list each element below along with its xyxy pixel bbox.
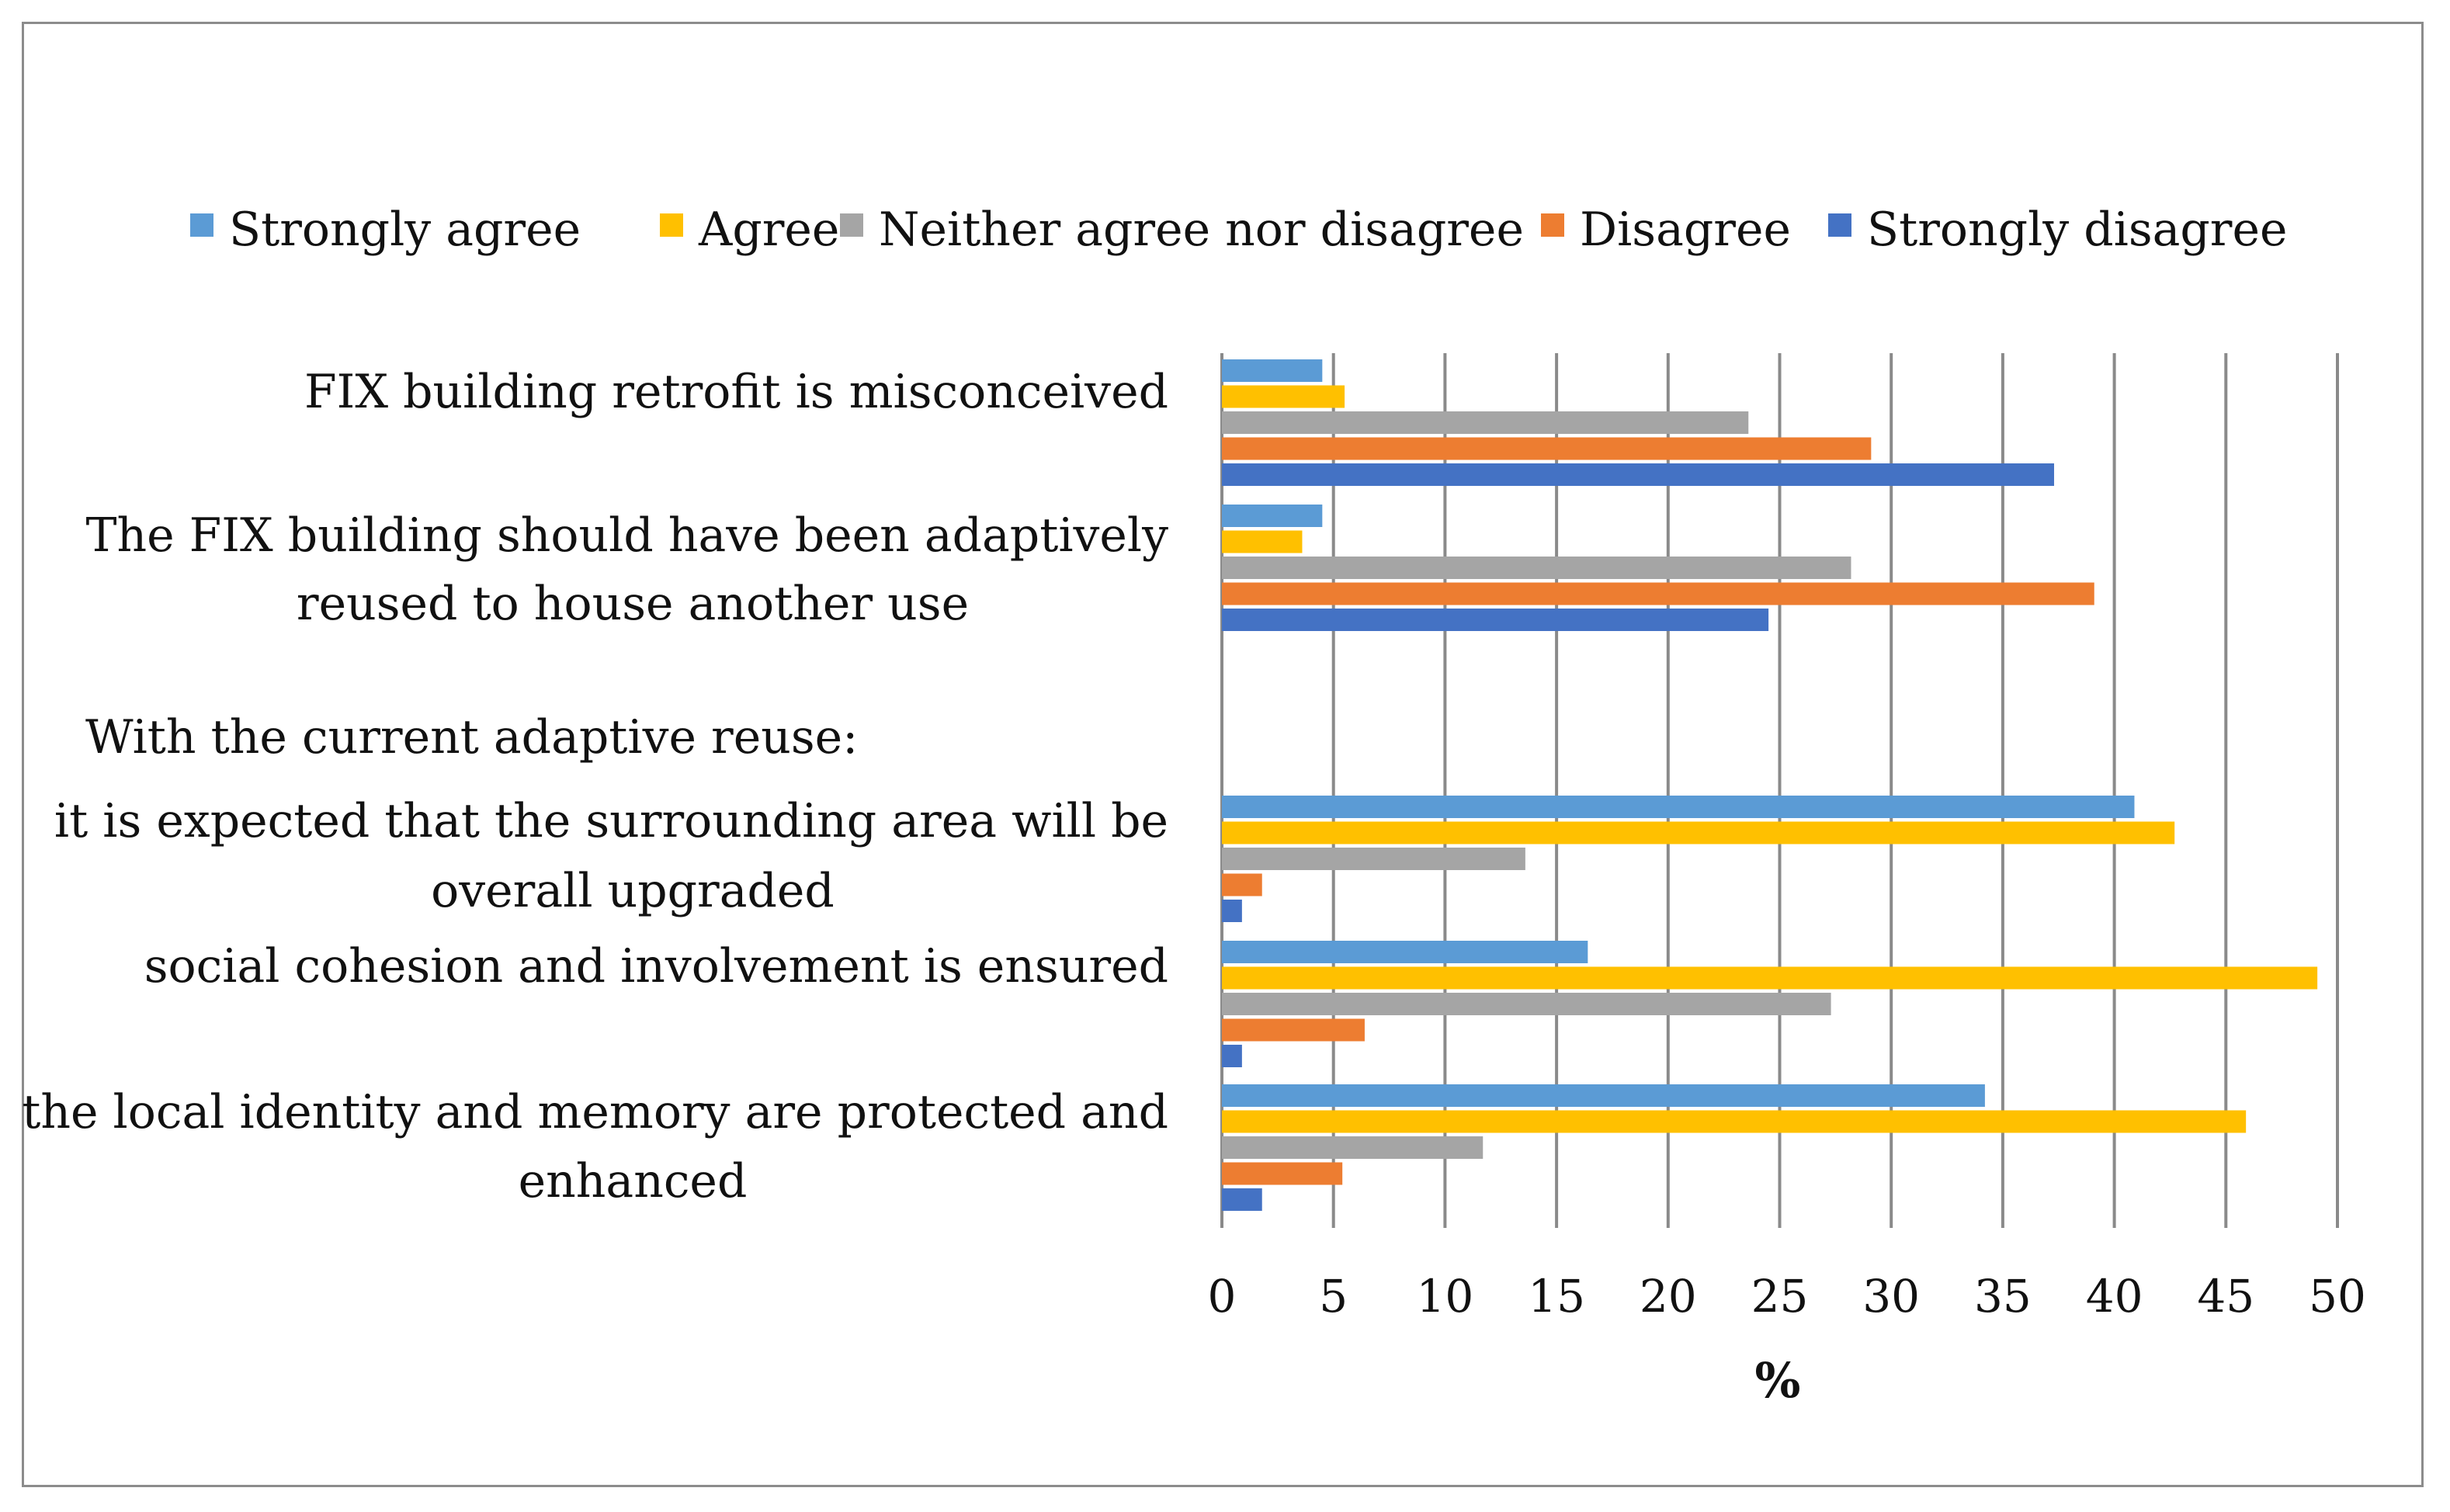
bar-neither-agree-nor-disagree <box>1222 557 1851 579</box>
bar-strongly-agree <box>1222 505 1323 527</box>
bar-strongly-agree <box>1222 941 1588 963</box>
legend-label: Neither agree nor disagree <box>879 203 1524 257</box>
legend: Strongly agree Agree Neither agree nor dis… <box>190 203 2288 257</box>
x-tick-label: 50 <box>2309 1270 2366 1323</box>
bar-strongly-disagree <box>1222 900 1242 922</box>
bar-strongly-agree <box>1222 796 2135 818</box>
bar-disagree <box>1222 1162 1343 1185</box>
legend-swatch <box>1541 213 1564 237</box>
x-tick-label: 35 <box>1974 1270 2032 1323</box>
legend-label: Strongly agree <box>229 203 581 257</box>
x-tick-label: 5 <box>1319 1270 1348 1323</box>
category-label: it is expected that the surrounding area… <box>54 794 1168 848</box>
bar-strongly-disagree <box>1222 1045 1242 1067</box>
x-tick-label: 40 <box>2086 1270 2143 1323</box>
bar-agree <box>1222 530 1303 553</box>
legend-label: Agree <box>698 203 839 257</box>
bars <box>1222 359 2318 1211</box>
x-axis-title: % <box>1755 1352 1801 1409</box>
bar-disagree <box>1222 1018 1365 1042</box>
x-axis-ticks: 0 5 10 15 20 25 30 35 40 45 50 <box>1208 1270 2366 1323</box>
bar-agree <box>1222 1110 2247 1133</box>
bar-agree <box>1222 821 2175 844</box>
bar-agree <box>1222 385 1345 408</box>
category-label: reused to house another use <box>297 577 969 631</box>
legend-swatch <box>840 213 863 237</box>
bar-disagree <box>1222 582 2094 605</box>
bar-strongly-disagree <box>1222 463 2055 486</box>
bar-neither-agree-nor-disagree <box>1222 993 1831 1015</box>
x-tick-label: 45 <box>2197 1270 2254 1323</box>
legend-label: Strongly disagree <box>1867 203 2288 257</box>
category-labels: FIX building retrofit is misconceived The… <box>22 365 1168 1209</box>
bar-neither-agree-nor-disagree <box>1222 411 1749 434</box>
gridlines <box>1220 353 2339 1228</box>
legend-swatch <box>1828 213 1851 237</box>
bar-disagree <box>1222 437 1872 460</box>
legend-swatch <box>190 213 213 237</box>
category-label: social cohesion and involvement is ensur… <box>144 939 1168 994</box>
bar-disagree <box>1222 873 1262 896</box>
x-tick-label: 0 <box>1208 1270 1237 1323</box>
bar-strongly-agree <box>1222 359 1323 382</box>
bar-strongly-disagree <box>1222 609 1769 631</box>
bar-strongly-agree <box>1222 1084 1985 1107</box>
category-label: FIX building retrofit is misconceived <box>304 365 1168 419</box>
bar-neither-agree-nor-disagree <box>1222 1136 1484 1159</box>
bar-strongly-disagree <box>1222 1188 1262 1211</box>
legend-label: Disagree <box>1580 203 1791 257</box>
legend-swatch <box>660 213 683 237</box>
x-tick-label: 15 <box>1528 1270 1585 1323</box>
bar-neither-agree-nor-disagree <box>1222 848 1525 870</box>
x-tick-label: 30 <box>1862 1270 1920 1323</box>
bar-agree <box>1222 966 2318 990</box>
category-label: enhanced <box>519 1154 748 1209</box>
x-tick-label: 10 <box>1416 1270 1473 1323</box>
x-tick-label: 25 <box>1751 1270 1809 1323</box>
category-label: overall upgraded <box>431 864 835 918</box>
category-label: the local identity and memory are protec… <box>22 1085 1168 1139</box>
category-label: The FIX building should have been adapti… <box>85 508 1168 563</box>
section-heading: With the current adaptive reuse: <box>85 710 858 765</box>
x-tick-label: 20 <box>1640 1270 1697 1323</box>
